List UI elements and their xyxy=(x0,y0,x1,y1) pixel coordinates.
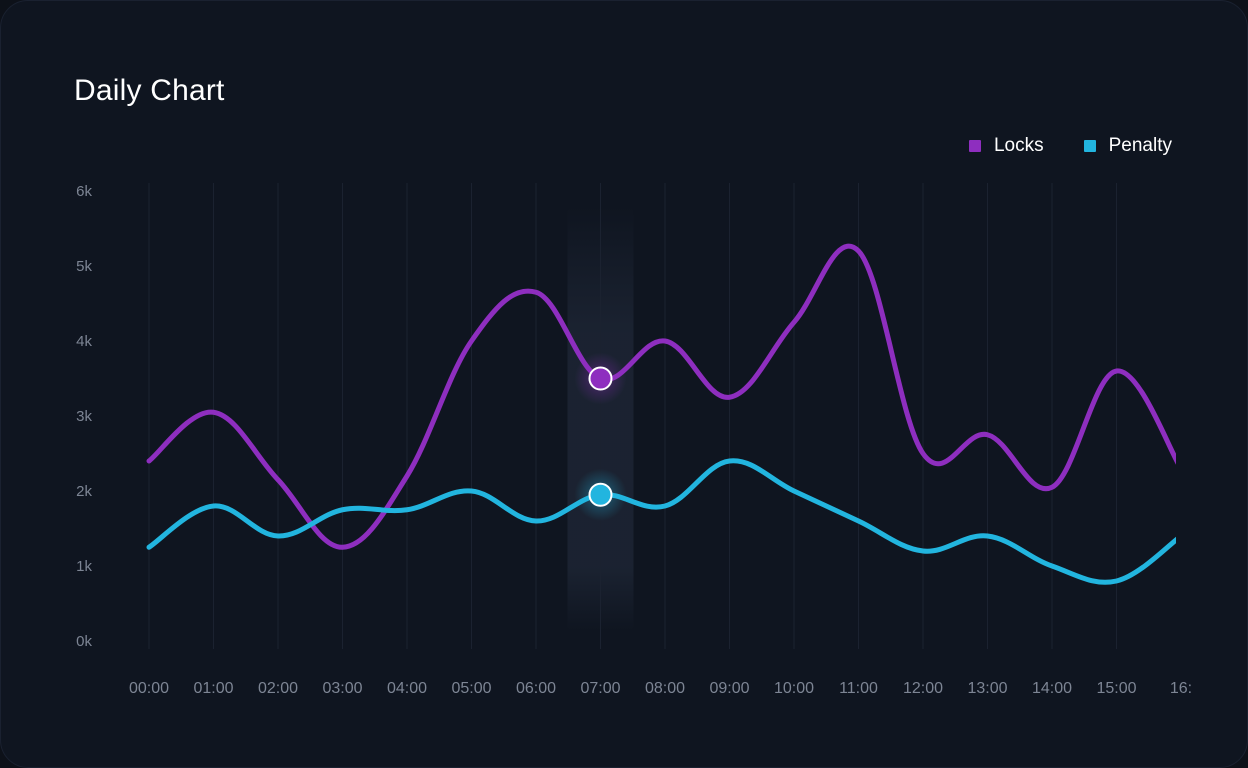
y-tick-label: 5k xyxy=(76,258,92,275)
chart-title: Daily Chart xyxy=(74,74,225,107)
x-tick-label: 12:00 xyxy=(903,680,943,697)
series-line-locks[interactable] xyxy=(146,243,1181,550)
marker-penalty[interactable] xyxy=(588,482,613,507)
legend-label-penalty: Penalty xyxy=(1108,135,1172,156)
x-tick-label: 15:00 xyxy=(1096,680,1136,697)
legend-item-penalty[interactable]: Penalty xyxy=(1083,135,1172,157)
series-line-penalty[interactable] xyxy=(146,458,1181,585)
legend-swatch-locks xyxy=(968,140,981,152)
y-tick-label: 2k xyxy=(76,483,92,500)
legend-item-locks[interactable]: Locks xyxy=(968,135,1044,157)
x-tick-label: 07:00 xyxy=(580,680,620,697)
marker-locks[interactable] xyxy=(588,366,613,391)
y-tick-label: 3k xyxy=(76,408,92,425)
x-tick-label: 11:00 xyxy=(839,680,878,697)
legend-label-locks: Locks xyxy=(993,135,1044,156)
x-tick-label: 06:00 xyxy=(516,680,556,697)
x-tick-label: 05:00 xyxy=(451,680,491,697)
x-tick-label: 09:00 xyxy=(709,680,749,697)
y-tick-label: 1k xyxy=(76,558,92,575)
x-tick-label: 00:00 xyxy=(129,680,169,697)
x-tick-label: 02:00 xyxy=(258,680,298,697)
x-tick-label: 13:00 xyxy=(967,680,1007,697)
y-tick-label: 4k xyxy=(76,333,92,350)
x-tick-label: 03:00 xyxy=(322,680,362,697)
legend: Locks Penalty xyxy=(968,135,1172,157)
x-tick-label: 10:00 xyxy=(774,680,814,697)
x-tick-label: 04:00 xyxy=(387,680,427,697)
y-tick-label: 6k xyxy=(76,183,92,200)
legend-swatch-penalty xyxy=(1083,140,1096,152)
x-tick-label: 08:00 xyxy=(645,680,685,697)
y-tick-label: 0k xyxy=(76,633,92,650)
x-tick-label: 14:00 xyxy=(1032,680,1072,697)
x-tick-label: 16: xyxy=(1170,680,1192,697)
x-tick-label: 01:00 xyxy=(193,680,233,697)
